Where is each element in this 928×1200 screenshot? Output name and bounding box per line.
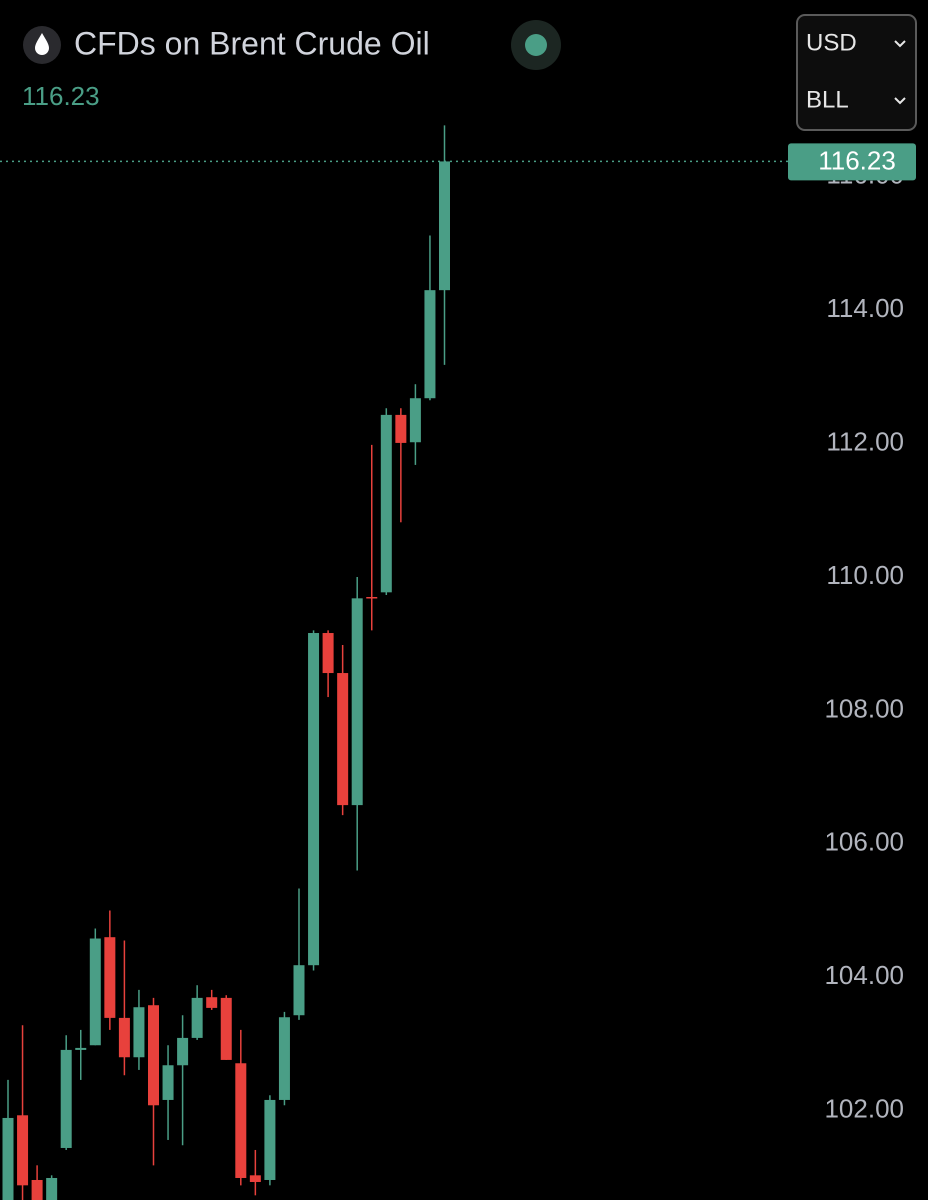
candle-body: [75, 1047, 87, 1050]
y-tick-label: 114.00: [826, 293, 904, 323]
chevron: [894, 40, 906, 48]
last-price: 116.23: [22, 81, 100, 111]
droplet-icon: [35, 33, 49, 55]
unit-select[interactable]: BLL: [806, 86, 849, 113]
candle-body: [395, 414, 407, 443]
candle-body: [31, 1179, 43, 1200]
price-axis: 102.00 104.00 106.00 108.00 110.00 112.00 114.…: [790, 160, 904, 1123]
candle-body: [148, 1005, 159, 1106]
y-tick-label: 108.00: [824, 693, 904, 723]
y-tick-label: 112.00: [826, 426, 904, 456]
candle-body: [439, 161, 450, 291]
y-tick-label: 102.00: [824, 1093, 904, 1123]
candle-body: [220, 997, 232, 1060]
candle-body: [162, 1065, 174, 1100]
candle-body: [118, 1017, 130, 1058]
plot-area: [0, 125, 790, 1200]
candle-body: [2, 1117, 14, 1200]
price-tag: [788, 143, 916, 181]
candle-body: [206, 997, 218, 1008]
candle-body: [60, 1049, 72, 1148]
candle-body: [293, 965, 305, 1016]
candle-body: [89, 938, 101, 1046]
candle-body: [177, 1037, 189, 1066]
y-tick-label: 104.00: [824, 960, 904, 990]
candle-body: [308, 633, 320, 966]
chevron: [894, 97, 906, 105]
price-tag-label: 116.23: [818, 145, 896, 175]
candle-body: [351, 598, 363, 806]
control-box: [796, 14, 917, 131]
y-tick-label: 106.00: [824, 827, 904, 857]
candle-body: [235, 1063, 247, 1178]
candle-body: [366, 596, 378, 599]
candle-body: [191, 997, 203, 1038]
candle-body: [322, 633, 334, 674]
candle-body: [409, 398, 421, 443]
candle-body: [380, 414, 392, 593]
candle-body: [424, 290, 436, 399]
candle-body: [46, 1177, 58, 1200]
y-tick-label: 110.00: [826, 560, 904, 590]
candle-body: [337, 673, 349, 806]
price-tag-layer: 116.23: [788, 143, 916, 181]
candle-body: [264, 1099, 276, 1180]
candle-body: [249, 1175, 261, 1182]
market-status-dot: [525, 34, 547, 56]
chart-title: CFDs on Brent Crude Oil: [74, 25, 430, 61]
candle-body: [278, 1017, 290, 1100]
candle-body: [104, 937, 116, 1018]
candle-body: [17, 1115, 29, 1186]
currency-select[interactable]: USD: [806, 29, 857, 56]
candle-body: [133, 1007, 145, 1058]
